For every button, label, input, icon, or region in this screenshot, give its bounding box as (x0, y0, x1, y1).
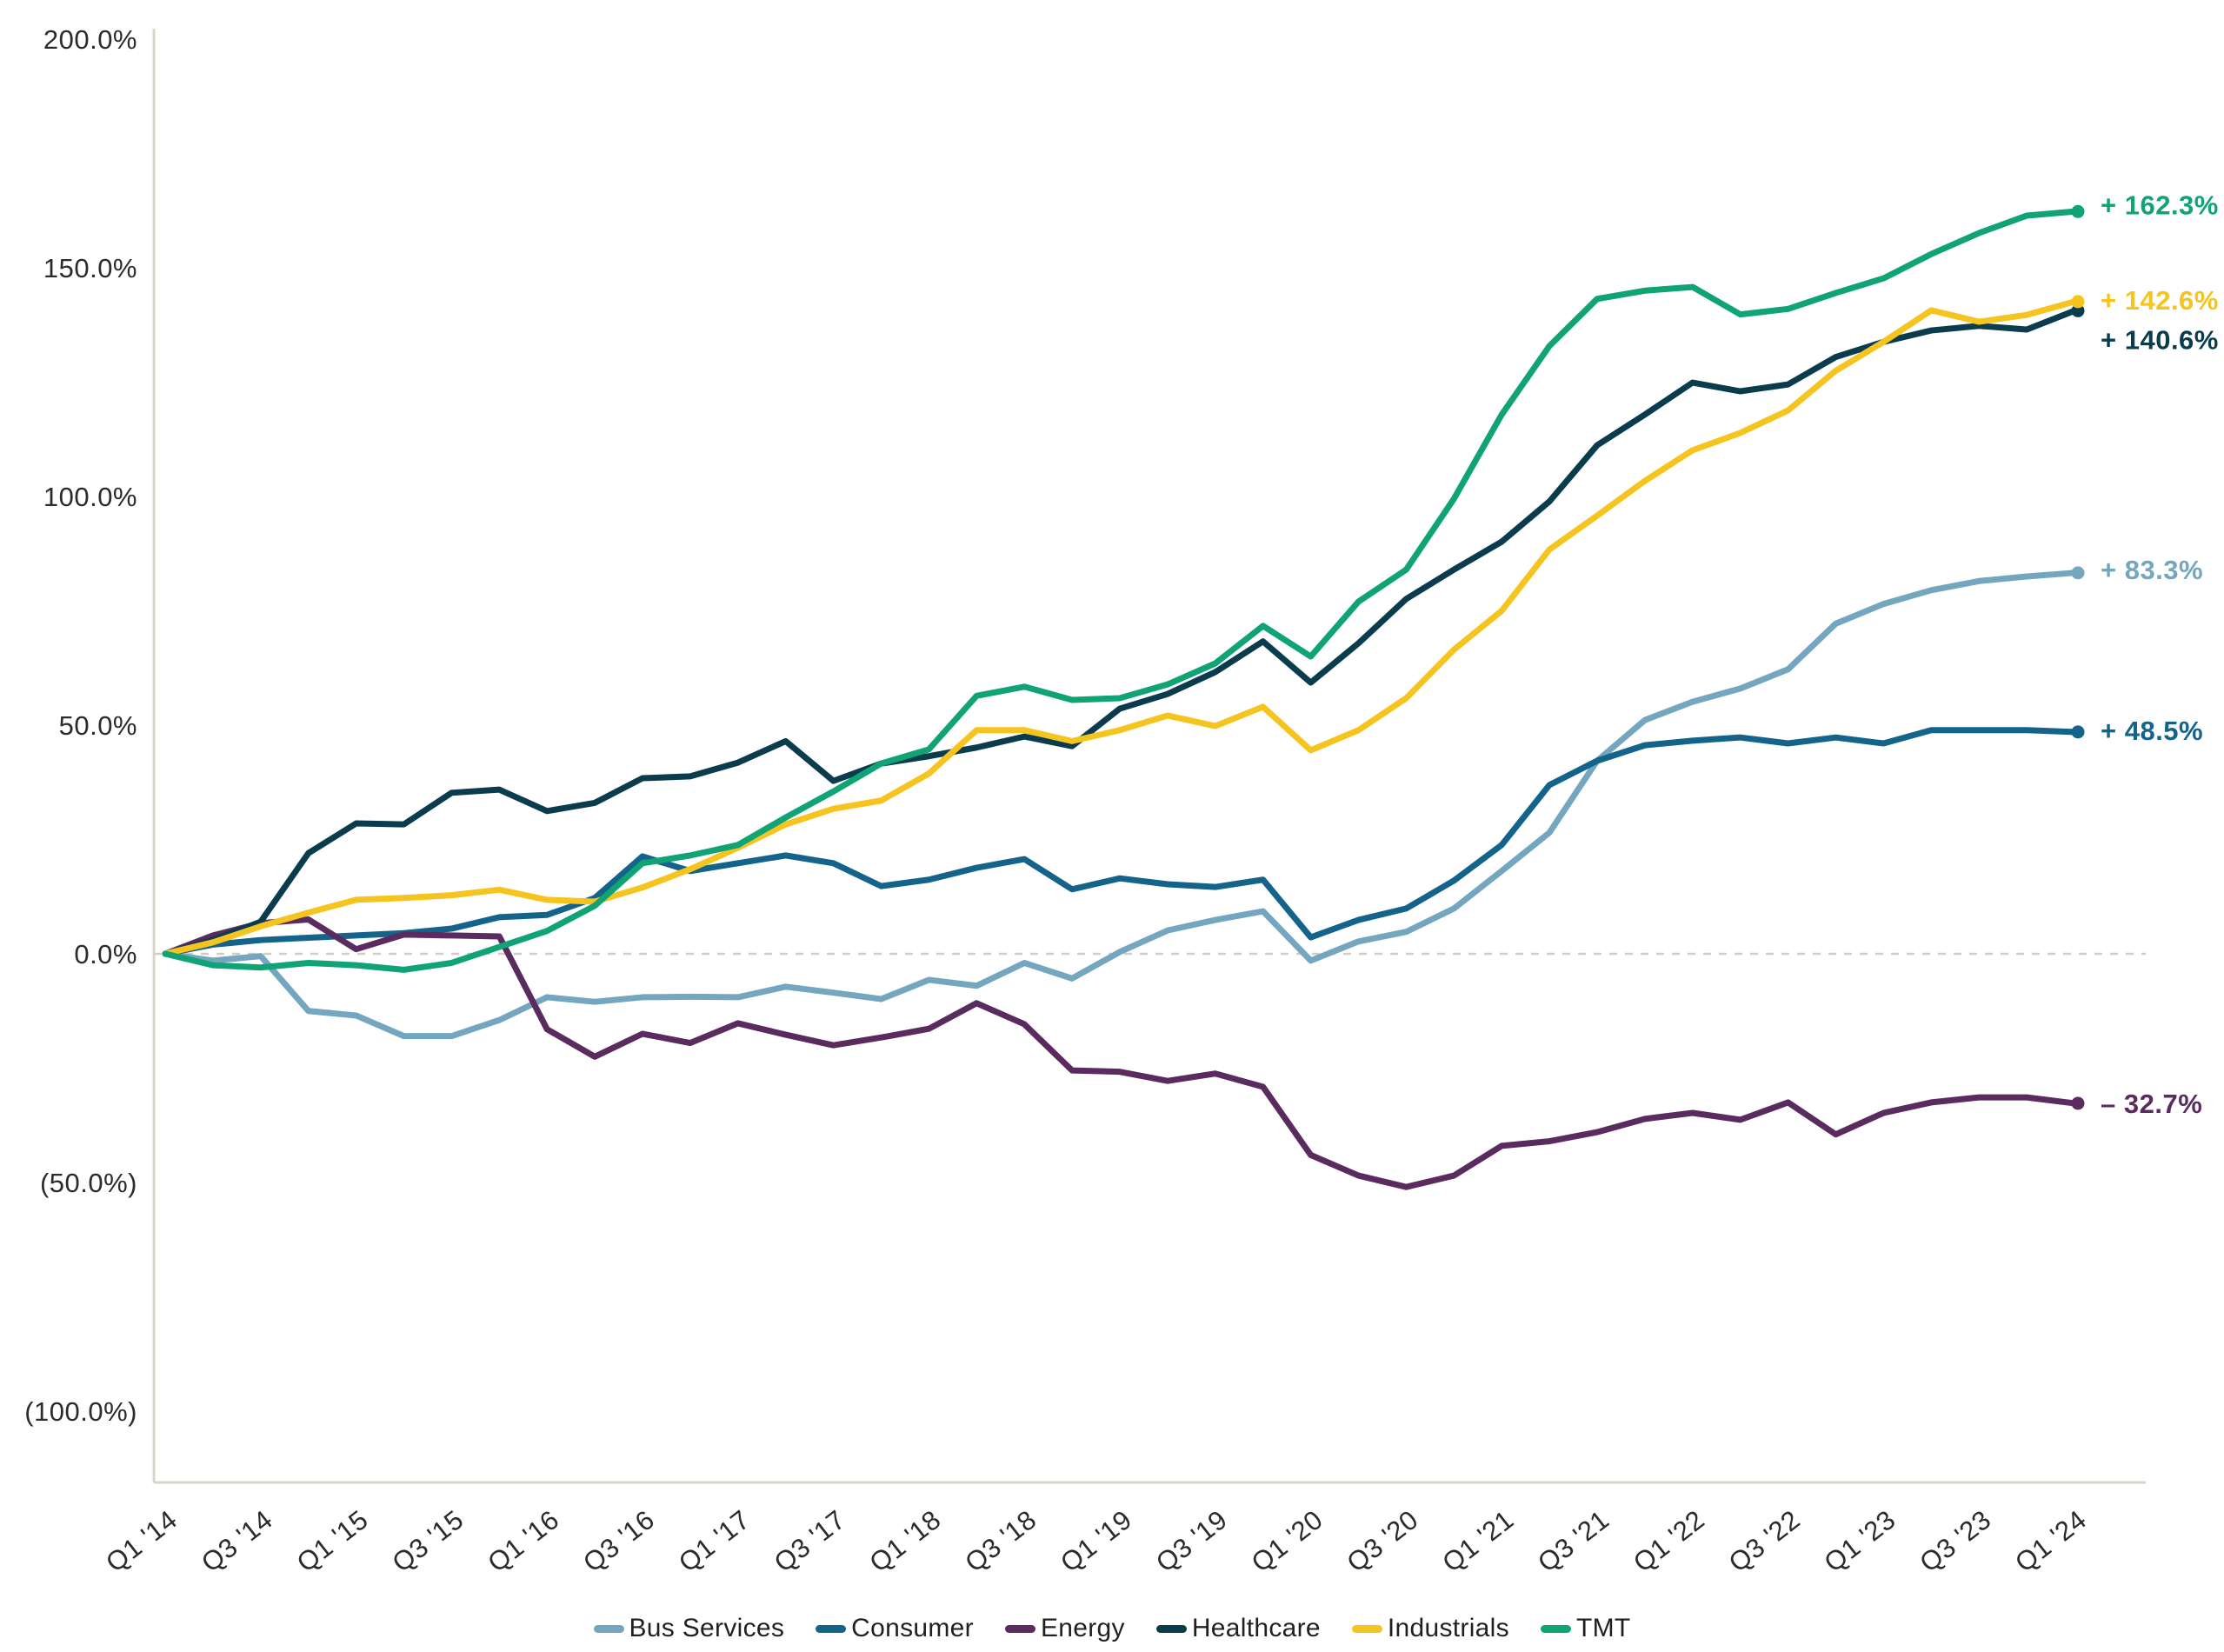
legend-item-energy: Energy (1004, 1614, 1125, 1643)
legend-swatch-healthcare (1155, 1624, 1187, 1633)
x-tick-label: Q1 '22 (1628, 1504, 1710, 1578)
x-tick-label: Q1 '14 (100, 1504, 183, 1578)
x-tick-label: Q3 '18 (959, 1504, 1042, 1578)
x-tick-label: Q3 '20 (1342, 1504, 1424, 1578)
y-tick-label: (100.0%) (24, 1396, 137, 1427)
series-end-dot-bus-services (2071, 566, 2085, 580)
legend-label: Consumer (851, 1614, 974, 1642)
x-tick-label: Q3 '19 (1150, 1504, 1233, 1578)
legend-swatch-consumer (816, 1624, 847, 1633)
series-end-dot-industrials (2071, 295, 2085, 309)
x-tick-label: Q1 '15 (291, 1504, 374, 1578)
x-tick-label: Q1 '18 (864, 1504, 947, 1578)
legend-label: Industrials (1387, 1614, 1509, 1642)
x-tick-label: Q1 '16 (482, 1504, 564, 1578)
x-tick-label: Q3 '17 (769, 1504, 851, 1578)
x-tick-label: Q3 '21 (1532, 1504, 1615, 1578)
x-tick-label: Q1 '23 (1819, 1504, 1901, 1578)
legend-label: Bus Services (629, 1614, 785, 1642)
legend-swatch-energy (1004, 1624, 1035, 1633)
end-label-industrials: + 142.6% (2101, 285, 2219, 316)
y-tick-label: 50.0% (59, 710, 137, 741)
x-tick-label: Q1 '19 (1055, 1504, 1137, 1578)
series-line-healthcare (162, 307, 2078, 957)
legend-item-industrials: Industrials (1351, 1614, 1509, 1643)
legend-swatch-bus-services (593, 1624, 624, 1633)
legend-item-healthcare: Healthcare (1155, 1614, 1321, 1643)
legend-label: Energy (1040, 1614, 1125, 1642)
y-tick-label: 150.0% (43, 253, 137, 283)
end-label-healthcare: + 140.6% (2101, 324, 2219, 355)
y-tick-label: 200.0% (43, 24, 137, 55)
legend-label: TMT (1575, 1614, 1631, 1642)
legend-swatch-industrials (1351, 1624, 1382, 1633)
x-tick-label: Q1 '20 (1246, 1504, 1328, 1578)
legend-item-tmt: TMT (1540, 1614, 1631, 1643)
y-tick-label: 0.0% (74, 939, 137, 969)
series-end-dot-healthcare (2071, 303, 2085, 317)
y-tick-label: 100.0% (43, 482, 137, 512)
end-label-consumer: + 48.5% (2101, 716, 2203, 746)
series-end-dot-tmt (2071, 204, 2085, 218)
end-label-energy: – 32.7% (2101, 1089, 2202, 1119)
chart-legend: Bus Services Consumer Energy Healthcare Indu… (0, 1614, 2224, 1643)
x-tick-label: Q3 '23 (1914, 1504, 1996, 1578)
legend-swatch-tmt (1540, 1624, 1571, 1633)
x-tick-label: Q3 '15 (387, 1504, 469, 1578)
legend-item-bus-services: Bus Services (593, 1614, 785, 1643)
series-line-industrials (162, 298, 2078, 957)
x-tick-label: Q1 '21 (1436, 1504, 1519, 1578)
x-tick-label: Q3 '22 (1723, 1504, 1806, 1578)
end-label-tmt: + 162.3% (2101, 190, 2219, 220)
series-end-dot-consumer (2071, 725, 2085, 739)
x-tick-label: Q3 '16 (577, 1504, 660, 1578)
x-tick-label: Q1 '17 (673, 1504, 756, 1578)
x-tick-label: Q1 '24 (2009, 1504, 2092, 1578)
series-line-bus-services (162, 570, 2078, 1040)
end-label-bus-services: + 83.3% (2101, 555, 2203, 585)
legend-item-consumer: Consumer (816, 1614, 974, 1643)
y-tick-label: (50.0%) (40, 1168, 137, 1198)
series-line-energy (162, 916, 2078, 1190)
series-line-consumer (162, 727, 2078, 957)
legend-label: Healthcare (1191, 1614, 1321, 1642)
series-line-tmt (162, 208, 2078, 973)
series-end-dot-energy (2071, 1096, 2085, 1110)
x-tick-label: Q3 '14 (196, 1504, 278, 1578)
